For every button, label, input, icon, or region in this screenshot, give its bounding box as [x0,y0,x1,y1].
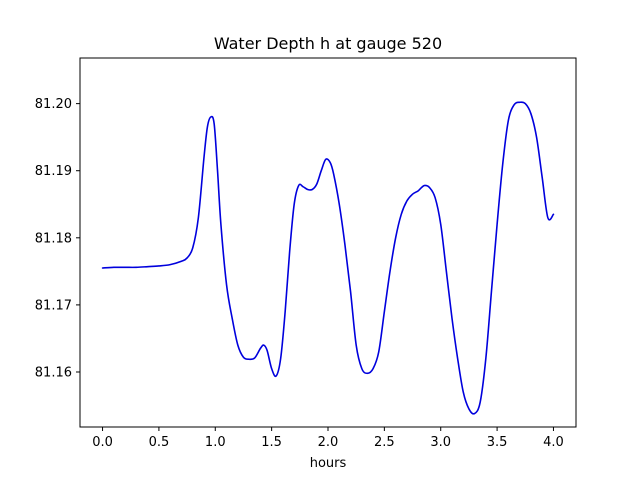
x-tick-label: 2.0 [318,435,339,450]
x-tick-label: 1.5 [261,435,282,450]
x-axis-label: hours [310,456,347,471]
axes-frame [79,57,577,428]
y-tick-label: 81.18 [35,231,72,246]
x-tick-label: 3.0 [430,435,451,450]
y-tick-label: 81.20 [35,97,72,112]
x-tick-label: 1.0 [205,435,226,450]
x-axis-ticks: 0.0 0.5 1.0 1.5 2.0 2.5 3.0 3.5 4.0 [92,427,564,450]
series-line-gauge-520 [101,101,555,415]
y-tick-label: 81.16 [35,365,72,380]
x-tick-label: 2.5 [374,435,395,450]
y-tick-label: 81.19 [35,164,72,179]
y-axis-ticks: 81.16 81.17 81.18 81.19 81.20 [35,97,80,380]
x-tick-label: 4.0 [543,435,564,450]
x-tick-label: 0.0 [92,435,113,450]
x-tick-label: 3.5 [487,435,508,450]
chart-title: Water Depth h at gauge 520 [214,34,442,53]
y-tick-label: 81.17 [35,298,72,313]
x-tick-label: 0.5 [149,435,170,450]
plot-area [101,101,555,415]
